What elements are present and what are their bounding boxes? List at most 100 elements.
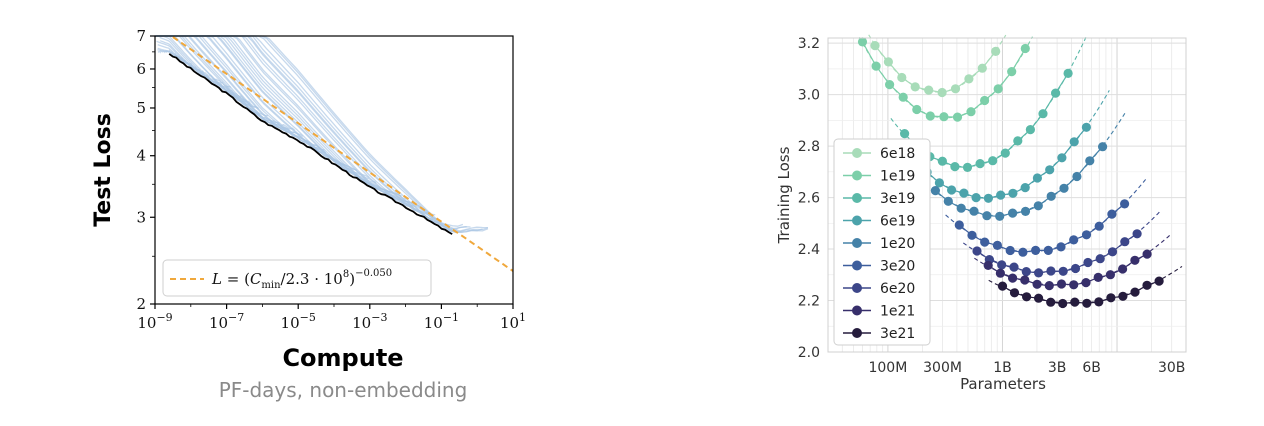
right-data-point [950, 84, 961, 94]
right-data-point [1085, 156, 1095, 166]
right-data-point [1098, 142, 1108, 152]
right-data-point [1118, 291, 1128, 301]
right-data-point [1033, 201, 1043, 211]
right-data-point [1120, 237, 1130, 247]
right-data-point [1120, 199, 1130, 209]
right-data-point [1038, 109, 1048, 119]
left-legend-label: L = (Cmin/2.3 · 108)−0.050 [211, 268, 392, 291]
right-data-point [988, 156, 998, 166]
right-series [827, 34, 1187, 353]
right-legend-label: 6e18 [880, 146, 915, 162]
right-data-point [1095, 254, 1105, 264]
right-legend-label: 1e19 [880, 169, 915, 185]
right-legend-swatch-dot [852, 238, 862, 248]
left-x-axis-sublabel: PF-days, non-embedding [219, 378, 468, 402]
right-data-point [1020, 275, 1030, 285]
right-y-ticks: 2.0 2.2 2.4 2.6 2.8 3.0 3.2 [798, 36, 820, 361]
right-data-point [1070, 297, 1080, 307]
right-data-point [952, 112, 963, 122]
right-data-point [1154, 276, 1164, 286]
right-data-point [956, 203, 966, 213]
right-data-point [1031, 245, 1041, 255]
right-legend-swatch-dot [852, 328, 862, 338]
right-data-point [1021, 267, 1031, 277]
right-chart: 2.02.22.42.62.83.03.2 100M 300M 1B 3B 6B 30B … [775, 34, 1187, 393]
right-y-tick-label: 3.0 [798, 88, 820, 104]
right-legend-box [833, 138, 931, 346]
right-y-tick-label: 2.0 [798, 345, 820, 361]
legend-eq-exp: −0.050 [355, 268, 392, 279]
left-x-tick-label: 10−7 [209, 311, 244, 332]
legend-eq-close: ) [349, 270, 355, 288]
right-data-point [959, 188, 969, 198]
right-x-tick-label: 3B [1048, 360, 1067, 376]
right-data-point [1057, 153, 1067, 163]
right-data-point [939, 112, 949, 122]
right-legend-label: 1e21 [880, 304, 915, 320]
right-legend-swatch-dot [852, 305, 862, 316]
right-data-point [1107, 209, 1117, 219]
right-data-point [1106, 293, 1116, 303]
right-x-ticks: 100M 300M 1B 3B 6B 30B [868, 360, 1185, 376]
right-data-point [1063, 68, 1073, 78]
right-data-point [972, 246, 982, 256]
right-data-point [934, 178, 945, 188]
right-data-point [1130, 255, 1140, 265]
right-data-point [980, 95, 990, 106]
right-data-point [897, 72, 907, 83]
right-data-point [969, 206, 979, 216]
right-data-point [925, 111, 935, 121]
right-data-point [996, 190, 1006, 200]
right-data-point [1058, 298, 1068, 309]
right-data-point [1020, 183, 1030, 193]
right-data-point [995, 211, 1005, 221]
right-data-point [1081, 122, 1091, 132]
right-legend-label: 3e19 [880, 191, 915, 207]
right-data-point [1013, 136, 1023, 146]
right-data-point [930, 186, 941, 196]
right-data-point [1044, 281, 1054, 291]
right-data-point [995, 268, 1006, 278]
right-data-point [992, 240, 1003, 250]
right-data-point [1009, 288, 1020, 298]
right-y-tick-label: 3.2 [798, 36, 820, 52]
right-data-point [1069, 280, 1079, 290]
right-data-point [1069, 137, 1079, 147]
right-data-point [966, 107, 976, 117]
right-data-point [971, 193, 981, 203]
legend-eq-sub: min [261, 280, 281, 291]
right-data-point [1105, 270, 1115, 280]
right-data-point [947, 185, 957, 195]
right-plot-frame [827, 37, 1187, 353]
right-data-point [1130, 287, 1140, 297]
right-legend-label: 6e19 [880, 214, 915, 230]
right-data-point [993, 84, 1003, 94]
right-y-axis-label: Training Loss [775, 146, 793, 244]
right-data-point [1009, 262, 1019, 272]
right-x-tick-label: 30B [1158, 360, 1185, 376]
right-data-point [1093, 272, 1103, 282]
right-legend-swatch-dot [852, 193, 862, 203]
left-y-tick-label: 5 [136, 99, 146, 117]
right-data-point [1020, 206, 1031, 216]
right-y-tick-label: 2.2 [798, 294, 820, 310]
left-y-tick-label: 2 [136, 295, 146, 313]
right-y-tick-label: 2.6 [798, 191, 820, 207]
right-data-point [991, 46, 1001, 57]
left-y-tick-label: 7 [136, 27, 146, 45]
right-data-point [912, 104, 922, 115]
right-data-point [937, 156, 948, 166]
right-data-point [1000, 148, 1010, 158]
right-legend-label: 3e20 [880, 259, 915, 275]
left-x-ticks: 10−9 10−7 10−5 10−3 10−1 101 [137, 304, 526, 332]
right-data-point [1107, 247, 1118, 257]
right-legend-swatch-dot [852, 215, 862, 226]
right-data-point [1051, 88, 1061, 98]
right-data-point [1046, 297, 1056, 307]
right-legend-swatch-dot [852, 260, 862, 271]
right-data-point [1069, 235, 1079, 245]
right-x-tick-label: 100M [868, 360, 907, 376]
right-data-point [954, 220, 964, 230]
right-data-point [1094, 297, 1104, 307]
